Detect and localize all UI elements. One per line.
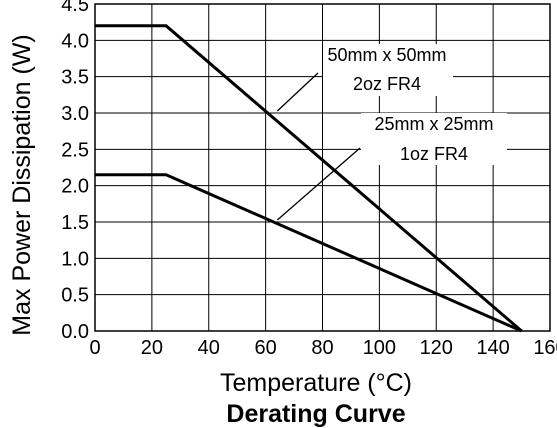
tick-labels: 0 20 40 60 80 100 120 140 160 0.0 0.5 1.0 1.5 2.0 2.5 3…: [61, 0, 557, 359]
x-tick-label: 160: [533, 337, 557, 359]
series-label-2-line-2: 1oz FR4: [400, 144, 468, 164]
y-tick-label: 3.0: [61, 103, 89, 125]
y-tick-label: 2.5: [61, 139, 89, 161]
series-line-2: [95, 173, 523, 333]
x-tick-label: 40: [198, 337, 220, 359]
x-tick-label: 60: [255, 337, 277, 359]
plot-frame: [94, 3, 551, 332]
series-line-1: [95, 24, 523, 333]
x-axis-title: Temperature (°C): [220, 369, 412, 397]
series-label-2-line-1: 25mm x 25mm: [374, 114, 493, 134]
annotation-background-1: [323, 44, 453, 96]
x-tick-label: 140: [476, 337, 509, 359]
y-tick-label: 2.0: [61, 176, 89, 198]
series-label-1-line-1: 50mm x 50mm: [327, 45, 446, 65]
x-tick-label: 80: [311, 337, 333, 359]
series-label-1-line-2: 2oz FR4: [353, 74, 421, 94]
x-tick-label: 0: [89, 337, 100, 359]
y-axis-title: Max Power Dissipation (W): [8, 34, 36, 335]
chart-title: Derating Curve: [226, 400, 405, 428]
y-tick-label: 1.0: [61, 248, 89, 270]
series-lines: [95, 24, 523, 333]
annotation-leader-2: [276, 147, 361, 221]
y-tick-label: 0.0: [61, 321, 89, 343]
x-tick-label: 20: [141, 337, 163, 359]
grid-lines: [94, 3, 551, 332]
annotation-background-2: [361, 113, 507, 165]
y-tick-label: 4.5: [61, 0, 89, 16]
series-annotations: 50mm x 50mm 2oz FR4 25mm x 25mm 1oz FR4: [276, 44, 507, 221]
x-tick-label: 120: [420, 337, 453, 359]
y-tick-label: 4.0: [61, 30, 89, 52]
y-tick-label: 1.5: [61, 212, 89, 234]
y-tick-label: 3.5: [61, 67, 89, 89]
x-tick-label: 100: [363, 337, 396, 359]
y-tick-label: 0.5: [61, 285, 89, 307]
annotation-leader-1: [276, 72, 319, 112]
